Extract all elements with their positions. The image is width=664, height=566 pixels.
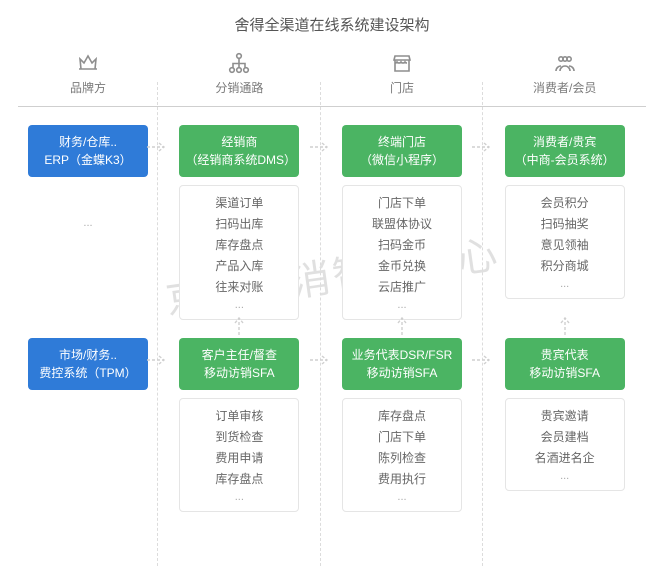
ellipsis: ... — [510, 276, 620, 292]
box-sfa1: 客户主任/督查 移动访销SFA — [179, 338, 299, 390]
ellipsis: ... — [184, 489, 294, 505]
box-title: 客户主任/督查 — [185, 346, 293, 364]
box-sub: （经销商系统DMS） — [185, 151, 293, 169]
col-head-store: 门店 — [321, 45, 484, 107]
list-item: 门店下单 — [347, 192, 457, 213]
box-sub: 移动访销SFA — [348, 364, 456, 382]
list-item: 贵宾邀请 — [510, 405, 620, 426]
list-item: 渠道订单 — [184, 192, 294, 213]
box-sub: 移动访销SFA — [511, 364, 619, 382]
box-sub: （微信小程序） — [348, 151, 456, 169]
box-tpm: 市场/财务.. 费控系统（TPM） — [28, 338, 148, 390]
page-title: 舍得全渠道在线系统建设架构 — [0, 0, 664, 45]
list-item: 名酒进名企 — [510, 447, 620, 468]
list-item: 扫码金币 — [347, 234, 457, 255]
list-item: 会员积分 — [510, 192, 620, 213]
ellipsis: ... — [83, 177, 92, 229]
col-label: 分销通路 — [215, 79, 263, 96]
diagram-body: 财务/仓库.. ERP（金蝶K3） ... 经销商 （经销商系统DMS） 渠道订… — [0, 107, 664, 512]
node-member: 消费者/贵宾 （中商-会员系统） 会员积分扫码抽奖意见领袖积分商城... — [483, 107, 646, 320]
list-item: 费用申请 — [184, 447, 294, 468]
list-item: 订单审核 — [184, 405, 294, 426]
crown-icon — [76, 51, 100, 75]
node-sfa1: 客户主任/督查 移动访销SFA 订单审核到货检查费用申请库存盘点... — [158, 320, 321, 512]
col-head-brand: 品牌方 — [18, 45, 158, 107]
box-sub: 移动访销SFA — [185, 364, 293, 382]
list-item: 库存盘点 — [184, 468, 294, 489]
node-erp: 财务/仓库.. ERP（金蝶K3） ... — [18, 107, 158, 320]
col-label: 消费者/会员 — [533, 79, 596, 96]
list-item: 积分商城 — [510, 255, 620, 276]
org-icon — [227, 51, 251, 75]
list-item: 扫码抽奖 — [510, 213, 620, 234]
ellipsis: ... — [510, 468, 620, 484]
list-item: 联盟体协议 — [347, 213, 457, 234]
box-sfa3: 贵宾代表 移动访销SFA — [505, 338, 625, 390]
box-title: 经销商 — [185, 133, 293, 151]
node-sfa2: 业务代表DSR/FSR 移动访销SFA 库存盘点门店下单陈列检查费用执行... — [321, 320, 484, 512]
box-title: 终端门店 — [348, 133, 456, 151]
box-title: 业务代表DSR/FSR — [348, 346, 456, 364]
box-sub: ERP（金蝶K3） — [34, 151, 142, 169]
list-item: 门店下单 — [347, 426, 457, 447]
list-item: 意见领袖 — [510, 234, 620, 255]
list-item: 会员建档 — [510, 426, 620, 447]
box-sfa2: 业务代表DSR/FSR 移动访销SFA — [342, 338, 462, 390]
people-icon — [553, 51, 577, 75]
list-sfa2: 库存盘点门店下单陈列检查费用执行... — [342, 398, 462, 512]
list-member: 会员积分扫码抽奖意见领袖积分商城... — [505, 185, 625, 299]
column-headers: 品牌方 分销通路 门店 消费者/会员 — [0, 45, 664, 107]
col-label: 品牌方 — [70, 79, 106, 96]
ellipsis: ... — [347, 297, 457, 313]
list-item: 往来对账 — [184, 276, 294, 297]
store-icon — [390, 51, 414, 75]
list-store: 门店下单联盟体协议扫码金币金币兑换云店推广... — [342, 185, 462, 320]
col-head-consumer: 消费者/会员 — [483, 45, 646, 107]
list-item: 产品入库 — [184, 255, 294, 276]
ellipsis: ... — [347, 489, 457, 505]
list-item: 到货检查 — [184, 426, 294, 447]
box-title: 财务/仓库.. — [34, 133, 142, 151]
node-sfa3: 贵宾代表 移动访销SFA 贵宾邀请会员建档名酒进名企... — [483, 320, 646, 512]
box-sub: （中商-会员系统） — [511, 151, 619, 169]
list-item: 金币兑换 — [347, 255, 457, 276]
col-label: 门店 — [390, 79, 414, 96]
box-member: 消费者/贵宾 （中商-会员系统） — [505, 125, 625, 177]
box-title: 市场/财务.. — [34, 346, 142, 364]
box-title: 贵宾代表 — [511, 346, 619, 364]
node-tpm: 市场/财务.. 费控系统（TPM） — [18, 320, 158, 512]
list-sfa3: 贵宾邀请会员建档名酒进名企... — [505, 398, 625, 491]
list-item: 库存盘点 — [347, 405, 457, 426]
list-sfa1: 订单审核到货检查费用申请库存盘点... — [179, 398, 299, 512]
list-item: 云店推广 — [347, 276, 457, 297]
list-item: 库存盘点 — [184, 234, 294, 255]
box-sub: 费控系统（TPM） — [34, 364, 142, 382]
box-store: 终端门店 （微信小程序） — [342, 125, 462, 177]
box-erp: 财务/仓库.. ERP（金蝶K3） — [28, 125, 148, 177]
list-item: 扫码出库 — [184, 213, 294, 234]
box-dms: 经销商 （经销商系统DMS） — [179, 125, 299, 177]
list-dms: 渠道订单扫码出库库存盘点产品入库往来对账... — [179, 185, 299, 320]
ellipsis: ... — [184, 297, 294, 313]
list-item: 陈列检查 — [347, 447, 457, 468]
box-title: 消费者/贵宾 — [511, 133, 619, 151]
list-item: 费用执行 — [347, 468, 457, 489]
node-store: 终端门店 （微信小程序） 门店下单联盟体协议扫码金币金币兑换云店推广... — [321, 107, 484, 320]
node-dms: 经销商 （经销商系统DMS） 渠道订单扫码出库库存盘点产品入库往来对账... — [158, 107, 321, 320]
col-head-dist: 分销通路 — [158, 45, 321, 107]
